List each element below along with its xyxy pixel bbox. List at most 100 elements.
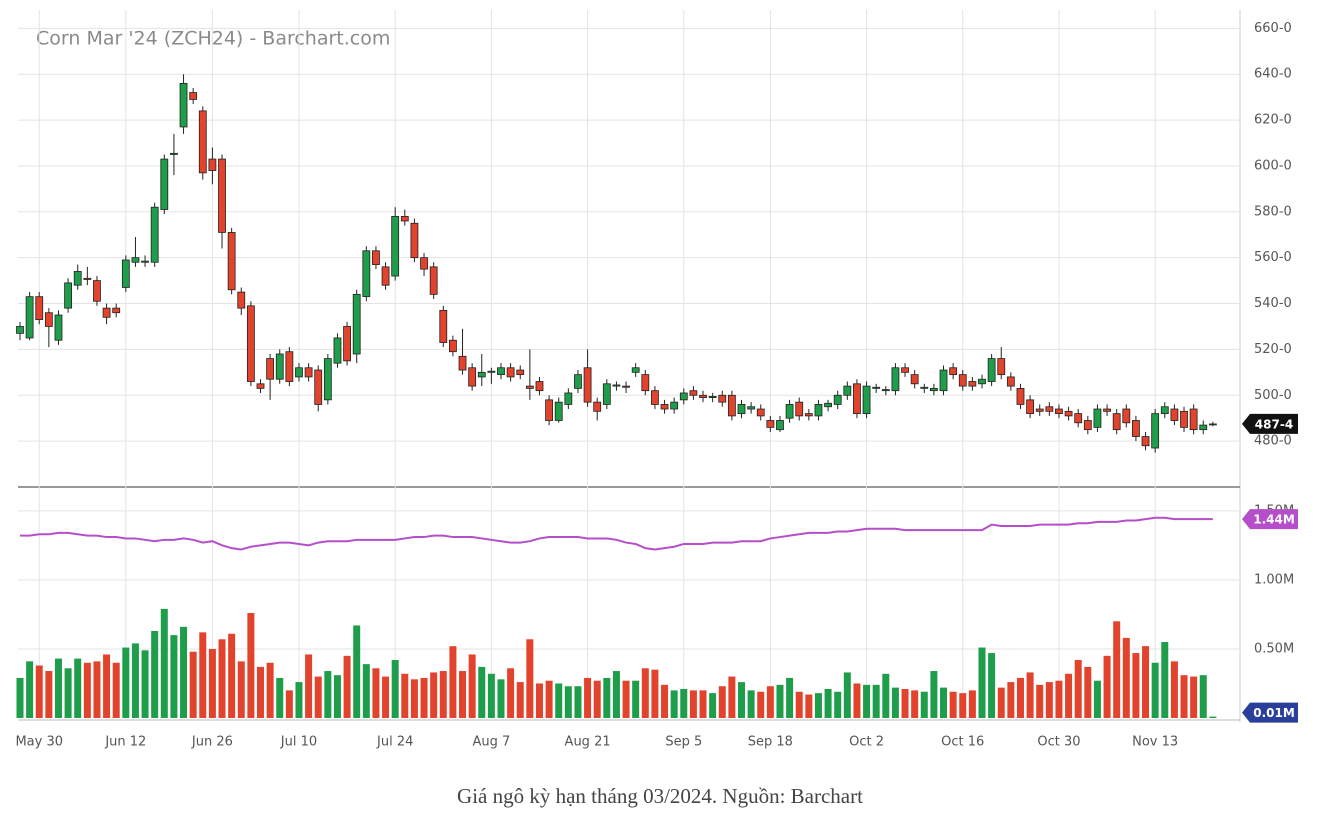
candle-body xyxy=(997,358,1006,376)
volume-bar xyxy=(814,693,822,718)
volume-bar xyxy=(439,671,447,718)
candle-body xyxy=(333,337,342,364)
volume-bar xyxy=(83,662,91,718)
volume-bar xyxy=(237,661,245,718)
x-tick-label: Jul 10 xyxy=(280,735,317,750)
candle-body xyxy=(920,386,929,389)
candle-body xyxy=(804,413,813,417)
x-tick-label: Oct 30 xyxy=(1037,735,1080,750)
volume-bar xyxy=(776,684,784,718)
x-tick-label: Jun 12 xyxy=(104,735,146,750)
candle-body xyxy=(131,257,140,263)
volume-bar xyxy=(612,671,620,718)
volume-bar xyxy=(1180,675,1188,718)
volume-bar xyxy=(295,682,303,718)
candle-body xyxy=(1199,424,1208,431)
candle-body xyxy=(670,401,679,410)
volume-bar xyxy=(680,688,688,718)
x-tick-label: Aug 7 xyxy=(472,735,510,750)
candle-body xyxy=(198,110,207,174)
volume-bar xyxy=(911,690,919,718)
volume-bar xyxy=(535,683,543,718)
y-tick-label: 600-0 xyxy=(1254,158,1292,173)
volume-bar xyxy=(507,668,515,718)
volume-bar xyxy=(949,691,957,718)
candle-body xyxy=(1026,399,1034,415)
candle-body xyxy=(641,374,650,392)
candle-body xyxy=(170,152,178,155)
volume-bar xyxy=(997,687,1005,718)
volume-bar xyxy=(526,639,534,718)
volume-bar xyxy=(180,626,188,718)
candle-body xyxy=(400,215,409,222)
candle-body xyxy=(1180,410,1188,428)
candle-body xyxy=(218,158,226,233)
volume-bar xyxy=(1084,666,1092,718)
candle-body xyxy=(237,291,246,309)
volume-bar xyxy=(968,690,976,718)
volume-bar xyxy=(891,687,899,718)
candle-body xyxy=(266,358,275,380)
volume-bar xyxy=(718,686,726,718)
candle-body xyxy=(1151,413,1160,449)
volume-bar xyxy=(391,659,399,718)
volume-bar xyxy=(1045,682,1053,718)
candle-body xyxy=(323,358,332,401)
volume-bar xyxy=(64,668,72,718)
volume-bar xyxy=(670,690,678,718)
candle-body xyxy=(391,215,400,277)
volume-bar xyxy=(824,688,832,718)
x-tick-label: Sep 18 xyxy=(748,735,793,750)
candle-body xyxy=(689,390,698,396)
volume-bar xyxy=(266,662,274,718)
candle-body xyxy=(853,383,861,415)
y-tick-label: 580-0 xyxy=(1254,204,1292,219)
volume-bar xyxy=(93,661,101,718)
candle-body xyxy=(535,381,544,392)
volume-bar xyxy=(449,646,457,718)
volume-bar xyxy=(314,676,322,718)
volume-bar xyxy=(1055,680,1063,718)
volume-bar xyxy=(940,687,948,718)
candle-body xyxy=(679,392,688,401)
volume-bar xyxy=(920,691,928,718)
candle-body xyxy=(16,326,24,334)
volume-bar xyxy=(593,680,601,718)
candle-body xyxy=(102,307,111,318)
volume-bar xyxy=(103,654,111,718)
candle-body xyxy=(747,406,756,410)
volume-bar xyxy=(516,682,524,718)
volume-bar xyxy=(622,680,630,718)
volume-bar xyxy=(1093,680,1101,718)
volume-bar xyxy=(372,668,380,718)
candle-body xyxy=(275,353,284,380)
volume-bar xyxy=(747,690,755,718)
candle-body xyxy=(362,250,371,298)
candle-body xyxy=(497,367,505,376)
volume-bar xyxy=(632,680,640,718)
candle-body xyxy=(699,394,707,398)
volume-bar xyxy=(468,654,476,718)
volume-bar xyxy=(1026,672,1034,718)
volume-bar xyxy=(199,632,207,718)
candle-body xyxy=(881,389,890,392)
candle-body xyxy=(458,355,467,371)
volume-bar xyxy=(459,671,467,718)
volume-bar xyxy=(1132,653,1140,718)
volume-bar xyxy=(766,686,774,718)
candle-body xyxy=(583,367,592,403)
candle-body xyxy=(429,266,438,295)
candle-body xyxy=(776,420,784,431)
y-tick-label: 660-0 xyxy=(1254,21,1292,36)
candle-body xyxy=(256,383,265,389)
last-price-label: 487-4 xyxy=(1255,417,1293,431)
volume-bar xyxy=(863,684,871,718)
volume-bar xyxy=(151,630,159,718)
candle-body xyxy=(708,396,717,398)
candle-body xyxy=(314,369,323,405)
volume-bar xyxy=(641,668,649,718)
volume-bar xyxy=(122,647,130,718)
candle-body xyxy=(73,271,82,286)
volume-bar xyxy=(333,675,341,718)
candle-body xyxy=(1160,406,1169,415)
